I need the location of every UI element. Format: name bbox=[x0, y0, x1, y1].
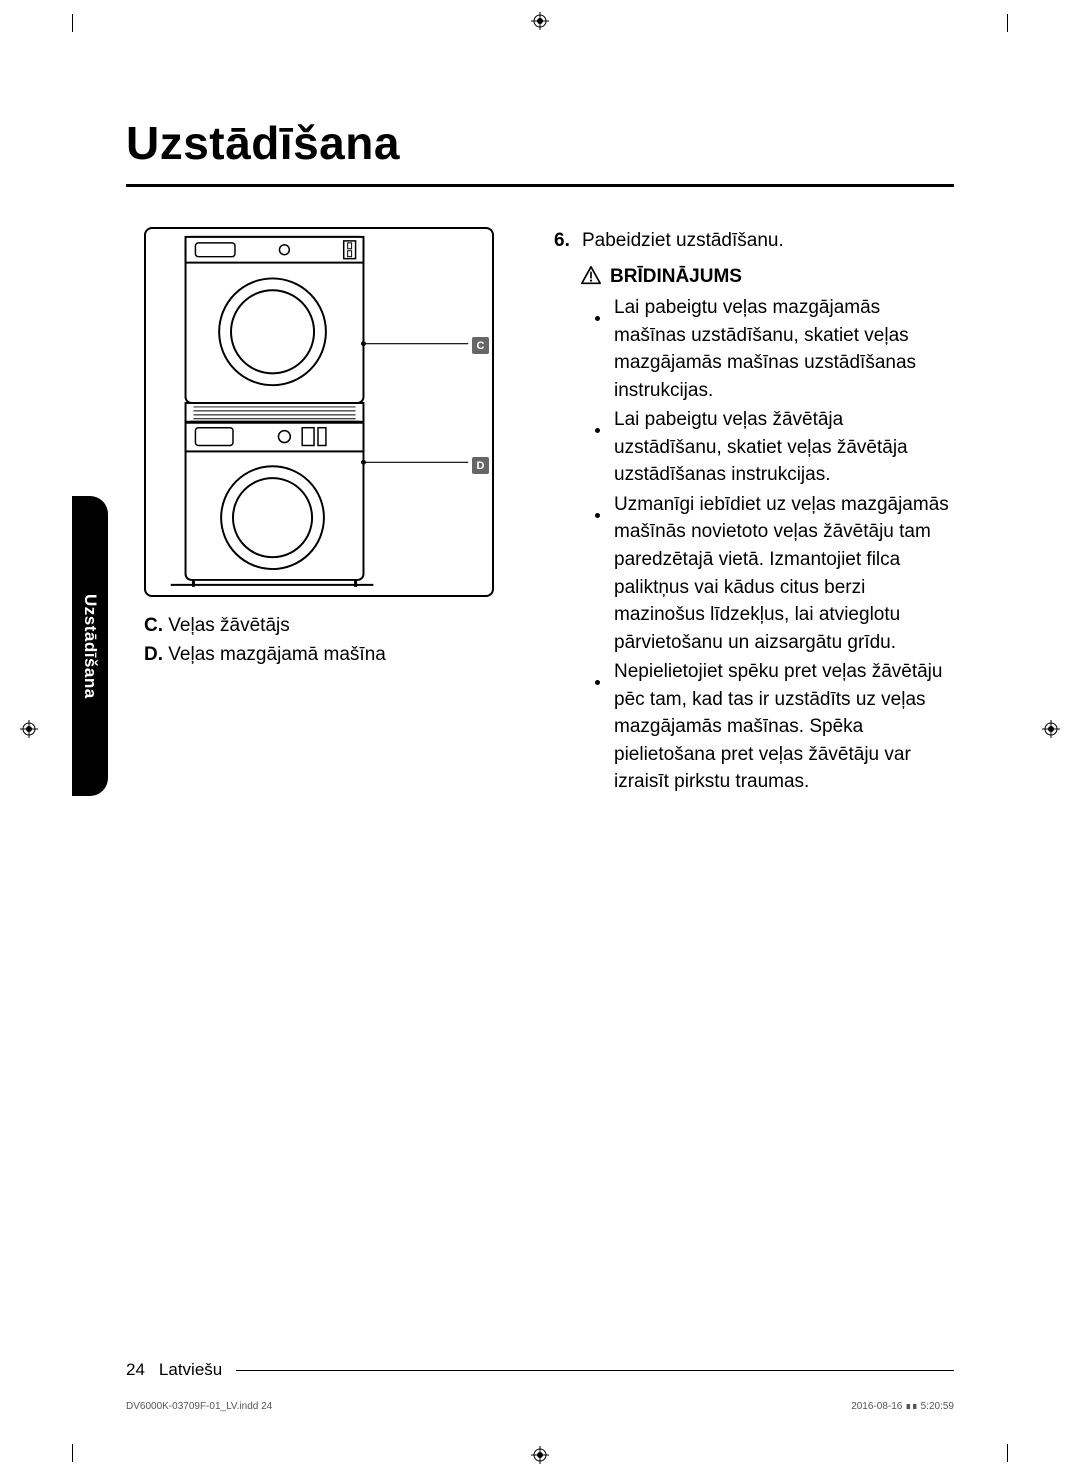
page-container: Uzstādīšana Uzstādīšana bbox=[72, 56, 1008, 1420]
right-column: 6. Pabeidziet uzstādīšanu. BRĪDINĀJUMS L… bbox=[554, 227, 954, 798]
crop-mark-icon bbox=[1007, 1444, 1008, 1462]
crop-mark-icon bbox=[72, 14, 73, 32]
step-number: 6. bbox=[554, 227, 576, 255]
step-line: 6. Pabeidziet uzstādīšanu. bbox=[554, 227, 954, 255]
page-title: Uzstādīšana bbox=[72, 56, 1008, 180]
warning-bullet: Nepielietojiet spēku pret veļas žāvētāju… bbox=[594, 658, 954, 796]
legend-item: D. Veļas mazgājamā mašīna bbox=[144, 640, 514, 669]
section-side-tab: Uzstādīšana bbox=[72, 496, 108, 796]
bullet-dot-icon bbox=[594, 491, 600, 656]
warning-label: BRĪDINĀJUMS bbox=[610, 263, 742, 291]
crop-mark-icon bbox=[1007, 14, 1008, 32]
registration-mark-icon bbox=[1042, 720, 1060, 738]
warning-bullet-text: Lai pabeigtu veļas žāvētāja uzstādīšanu,… bbox=[614, 406, 954, 489]
warning-triangle-icon bbox=[580, 265, 602, 287]
legend-item: C. Veļas žāvētājs bbox=[144, 611, 514, 640]
warning-bullet-text: Lai pabeigtu veļas mazgājamās mašīnas uz… bbox=[614, 294, 954, 404]
registration-mark-icon bbox=[531, 1446, 549, 1464]
warning-bullet-list: Lai pabeigtu veļas mazgājamās mašīnas uz… bbox=[594, 294, 954, 796]
figure-callout-c: C bbox=[472, 337, 489, 354]
bullet-dot-icon bbox=[594, 294, 600, 404]
registration-mark-icon bbox=[531, 12, 549, 30]
figure-stacked-appliances: C D bbox=[144, 227, 494, 597]
legend-letter: C. bbox=[144, 615, 163, 636]
figure-svg bbox=[146, 229, 492, 595]
legend-text: Veļas mazgājamā mašīna bbox=[168, 644, 386, 665]
left-column: C D C. Veļas žāvētājs D. Veļas mazgājamā… bbox=[144, 227, 514, 798]
language-label: Latviešu bbox=[159, 1360, 222, 1380]
section-side-tab-label: Uzstādīšana bbox=[80, 594, 100, 699]
footer-rule bbox=[236, 1370, 954, 1371]
warning-heading: BRĪDINĀJUMS bbox=[580, 263, 954, 291]
step-text: Pabeidziet uzstādīšanu. bbox=[582, 227, 784, 255]
bullet-dot-icon bbox=[594, 406, 600, 489]
legend-text: Veļas žāvētājs bbox=[168, 615, 289, 636]
footer: 24 Latviešu bbox=[126, 1360, 954, 1380]
warning-bullet: Uzmanīgi iebīdiet uz veļas mazgājamās ma… bbox=[594, 491, 954, 656]
warning-bullet: Lai pabeigtu veļas mazgājamās mašīnas uz… bbox=[594, 294, 954, 404]
warning-bullet-text: Uzmanīgi iebīdiet uz veļas mazgājamās ma… bbox=[614, 491, 954, 656]
warning-bullet-text: Nepielietojiet spēku pret veļas žāvētāju… bbox=[614, 658, 954, 796]
imprint-left: DV6000K-03709F-01_LV.indd 24 bbox=[126, 1401, 272, 1412]
crop-mark-icon bbox=[72, 1444, 73, 1462]
page-number: 24 bbox=[126, 1360, 145, 1380]
imprint-right: 2016-08-16 ∎∎ 5:20:59 bbox=[851, 1401, 954, 1412]
registration-mark-icon bbox=[20, 720, 38, 738]
warning-bullet: Lai pabeigtu veļas žāvētāja uzstādīšanu,… bbox=[594, 406, 954, 489]
figure-callout-d: D bbox=[472, 457, 489, 474]
bullet-dot-icon bbox=[594, 658, 600, 796]
legend-letter: D. bbox=[144, 644, 163, 665]
content-columns: C D C. Veļas žāvētājs D. Veļas mazgājamā… bbox=[72, 187, 1008, 798]
